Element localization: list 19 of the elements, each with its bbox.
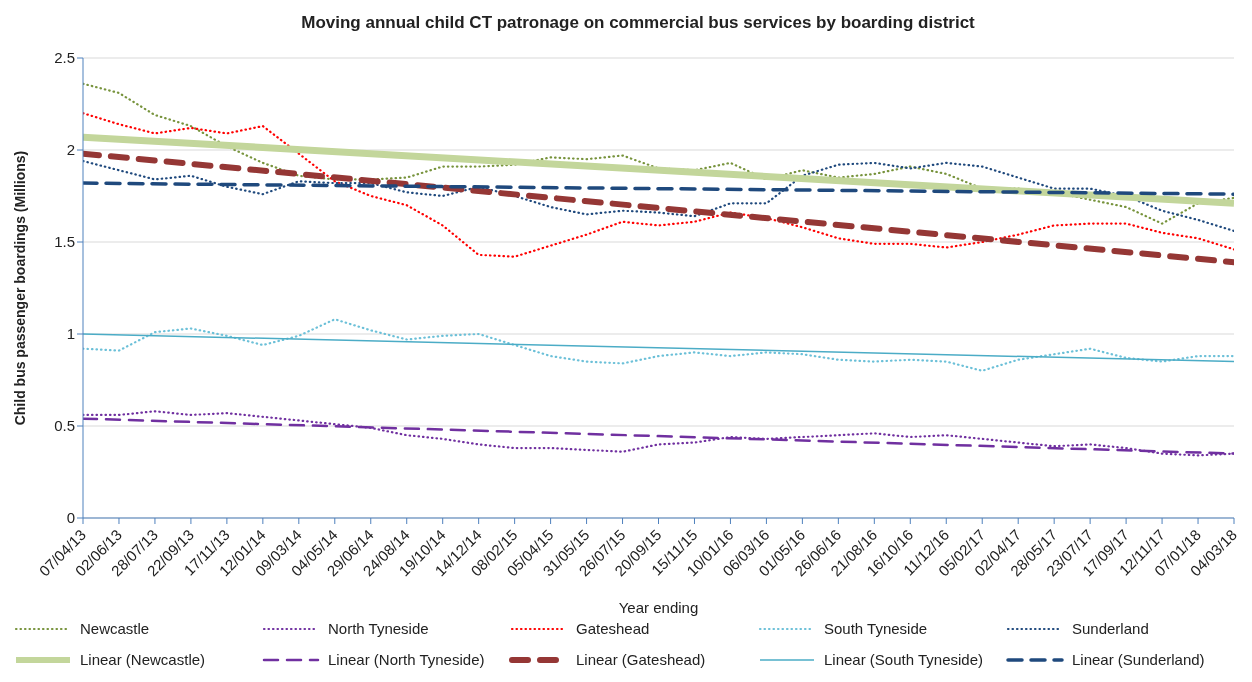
- legend-label: Linear (Sunderland): [1072, 651, 1205, 668]
- y-tick-label: 1.5: [54, 233, 75, 251]
- legend-label: Linear (Gateshead): [576, 651, 706, 668]
- x-axis-title: Year ending: [618, 599, 699, 616]
- legend-label: South Tyneside: [824, 620, 928, 637]
- y-tick-label: 2.5: [54, 49, 75, 67]
- chart-title: Moving annual child CT patronage on commercial bus services by boarding district: [301, 13, 976, 32]
- legend-label: Sunderland: [1072, 620, 1149, 637]
- y-tick-label: 1: [66, 325, 75, 343]
- legend-label: North Tyneside: [328, 620, 429, 637]
- y-axis-title: Child bus passenger boardings (Millions): [11, 150, 28, 426]
- legend-label: Gateshead: [576, 620, 650, 637]
- legend-label: Newcastle: [80, 620, 150, 637]
- legend-label: Linear (Newcastle): [80, 651, 206, 668]
- y-tick-label: 0: [66, 509, 75, 527]
- legend-label: Linear (South Tyneside): [824, 651, 983, 668]
- y-tick-label: 2: [66, 141, 75, 159]
- legend-label: Linear (North Tyneside): [328, 651, 485, 668]
- y-tick-label: 0.5: [54, 417, 75, 435]
